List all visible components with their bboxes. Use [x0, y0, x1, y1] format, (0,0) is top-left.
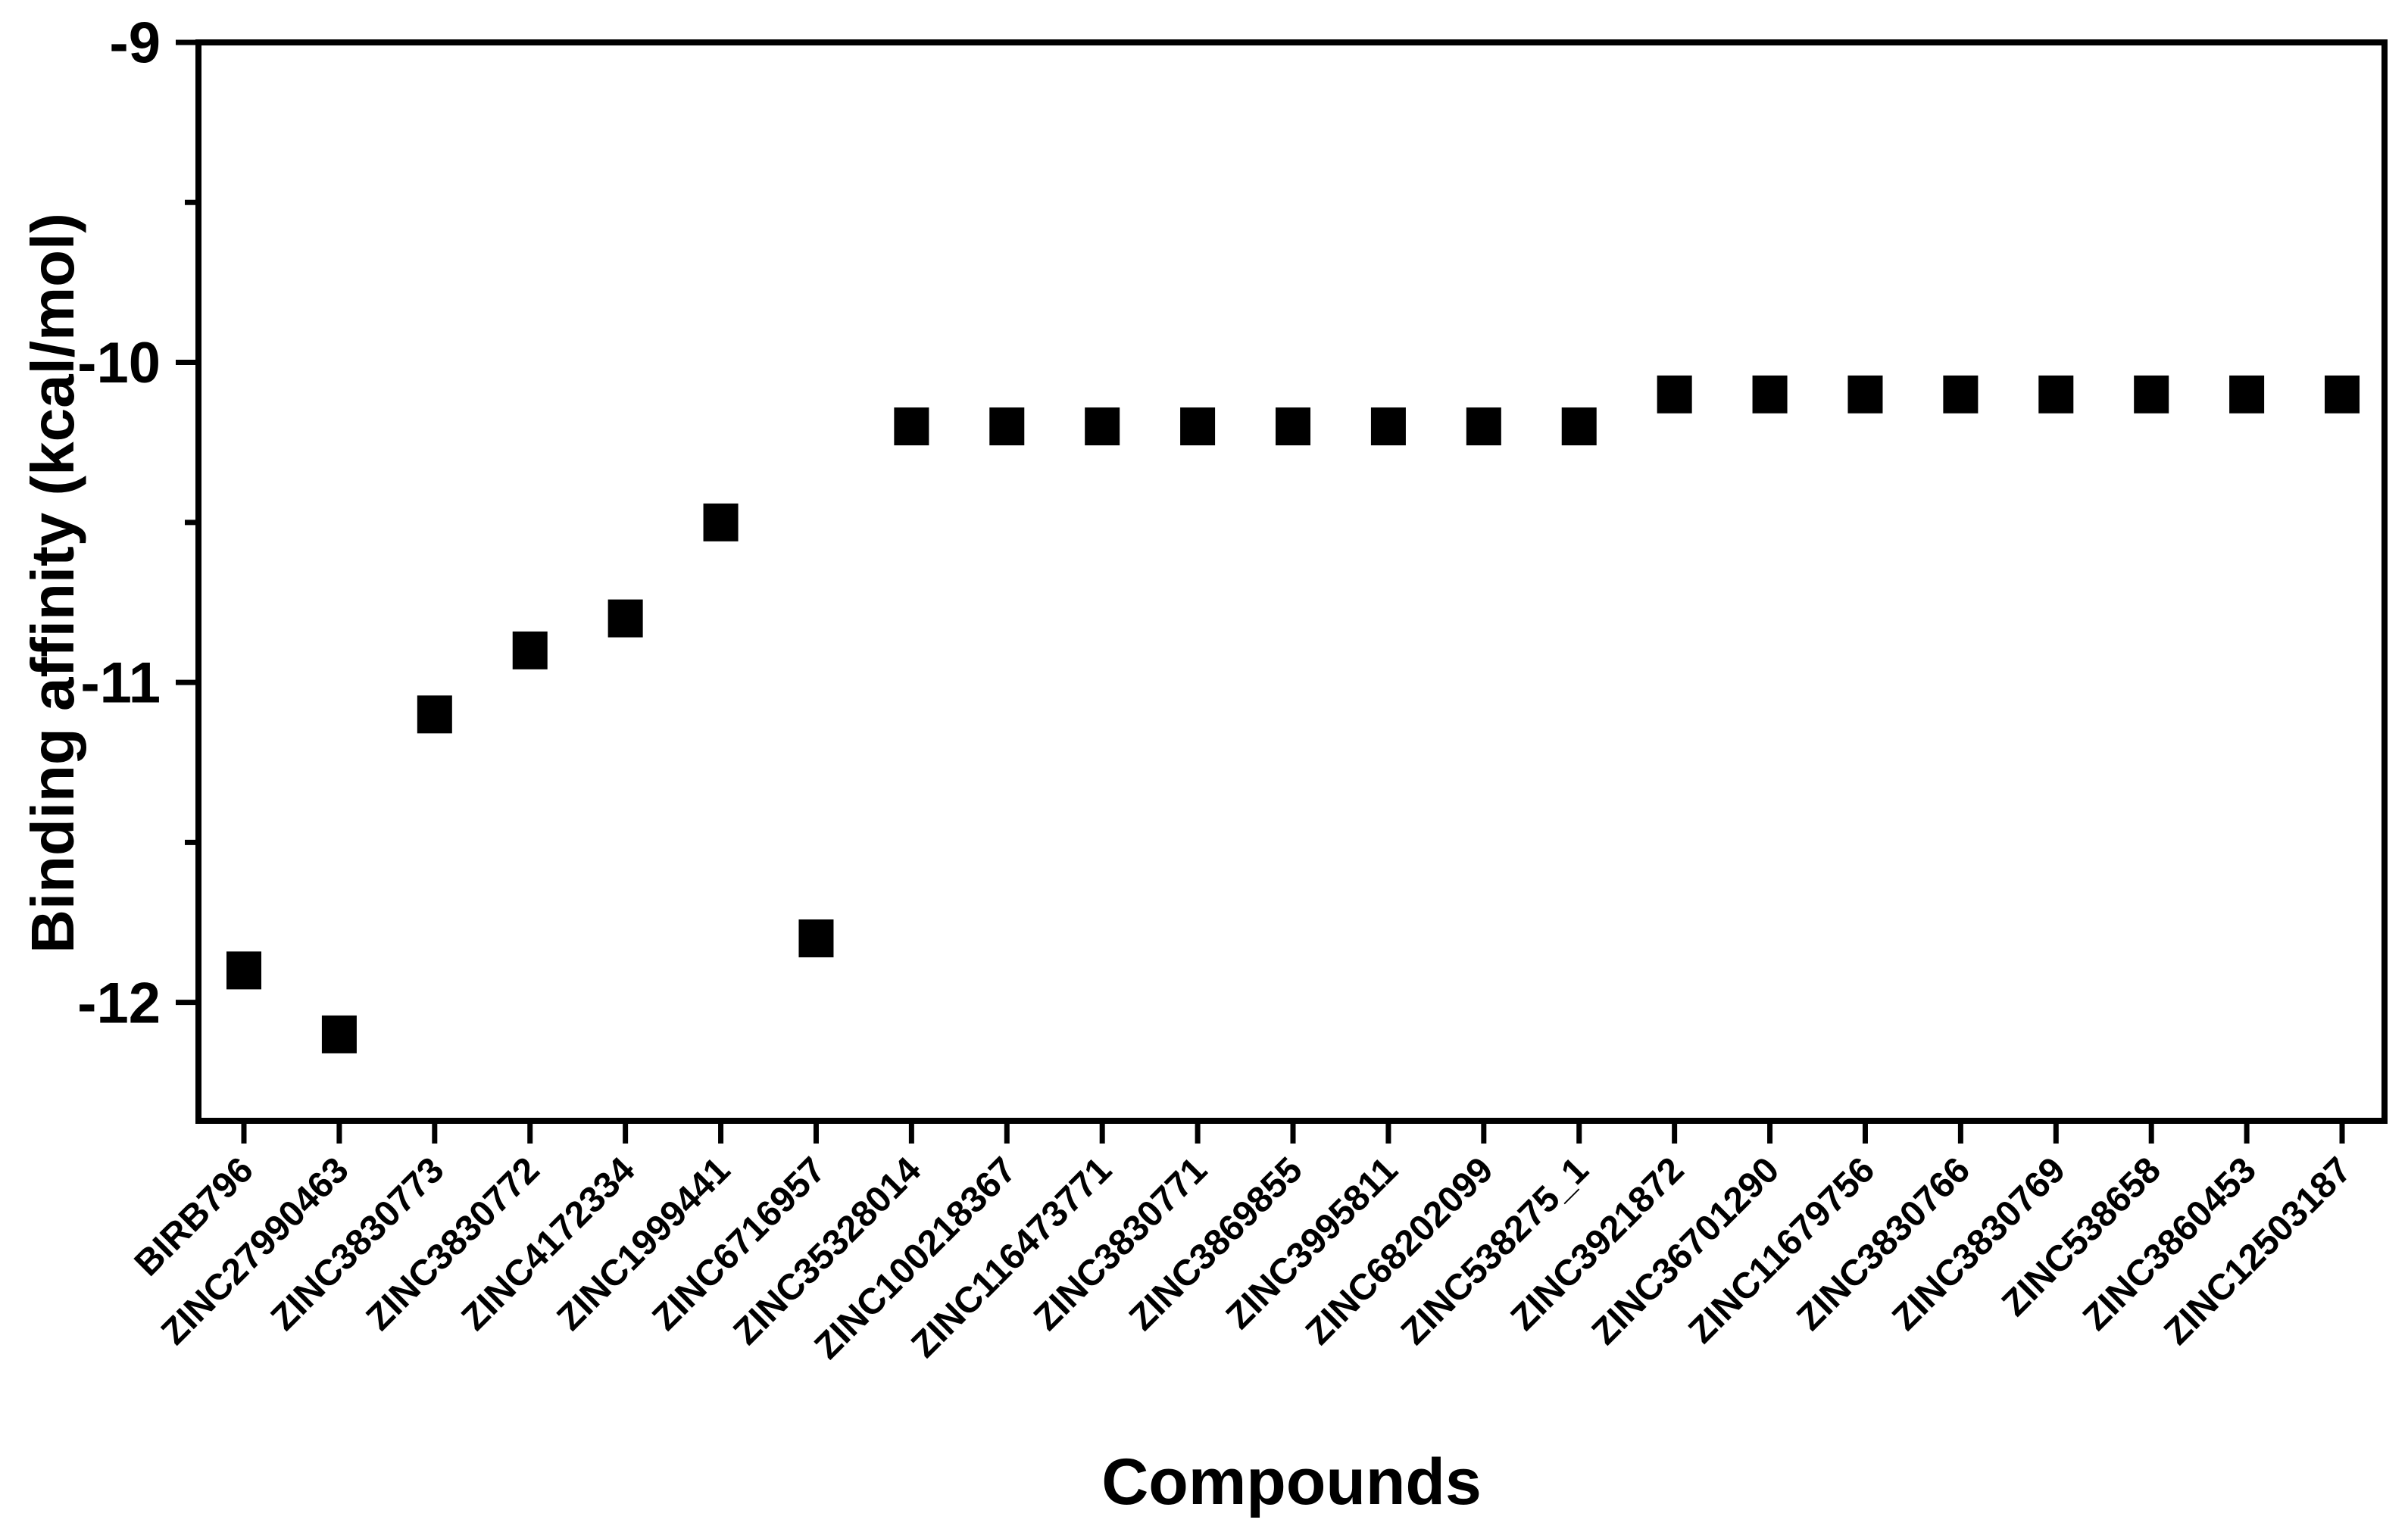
data-point-marker	[2325, 375, 2360, 413]
x-axis-title: Compounds	[1101, 1446, 1482, 1518]
data-point-marker	[226, 951, 261, 990]
data-point-marker	[1466, 407, 1501, 446]
y-tick-label: -11	[80, 651, 161, 716]
data-point-marker	[2038, 375, 2074, 413]
y-tick-label: -10	[77, 331, 161, 395]
y-tick-label: -12	[77, 971, 161, 1035]
data-point-marker	[2229, 375, 2265, 413]
data-point-marker	[798, 919, 834, 958]
data-point-marker	[1370, 407, 1406, 446]
data-point-marker	[321, 1015, 357, 1053]
plot-frame	[195, 39, 2388, 1124]
y-tick-label: -9	[109, 11, 161, 76]
x-tick-label: ZINC3995811	[1219, 1150, 1406, 1337]
data-point-marker	[1847, 375, 1883, 413]
y-axis-title: Binding affinity (kcal/mol)	[19, 213, 86, 953]
data-point-marker	[1276, 407, 1311, 446]
data-point-marker	[1085, 407, 1120, 446]
data-point-marker	[512, 631, 548, 669]
data-point-marker	[2134, 375, 2169, 413]
data-point-marker	[703, 503, 739, 541]
data-point-marker	[894, 407, 929, 446]
data-point-marker	[1657, 375, 1692, 413]
data-point-marker	[1180, 407, 1216, 446]
data-point-marker	[1752, 375, 1788, 413]
data-point-marker	[417, 695, 452, 734]
data-point-marker	[1943, 375, 1979, 413]
data-point-marker	[1561, 407, 1597, 446]
data-point-marker	[607, 599, 643, 638]
data-point-marker	[989, 407, 1025, 446]
